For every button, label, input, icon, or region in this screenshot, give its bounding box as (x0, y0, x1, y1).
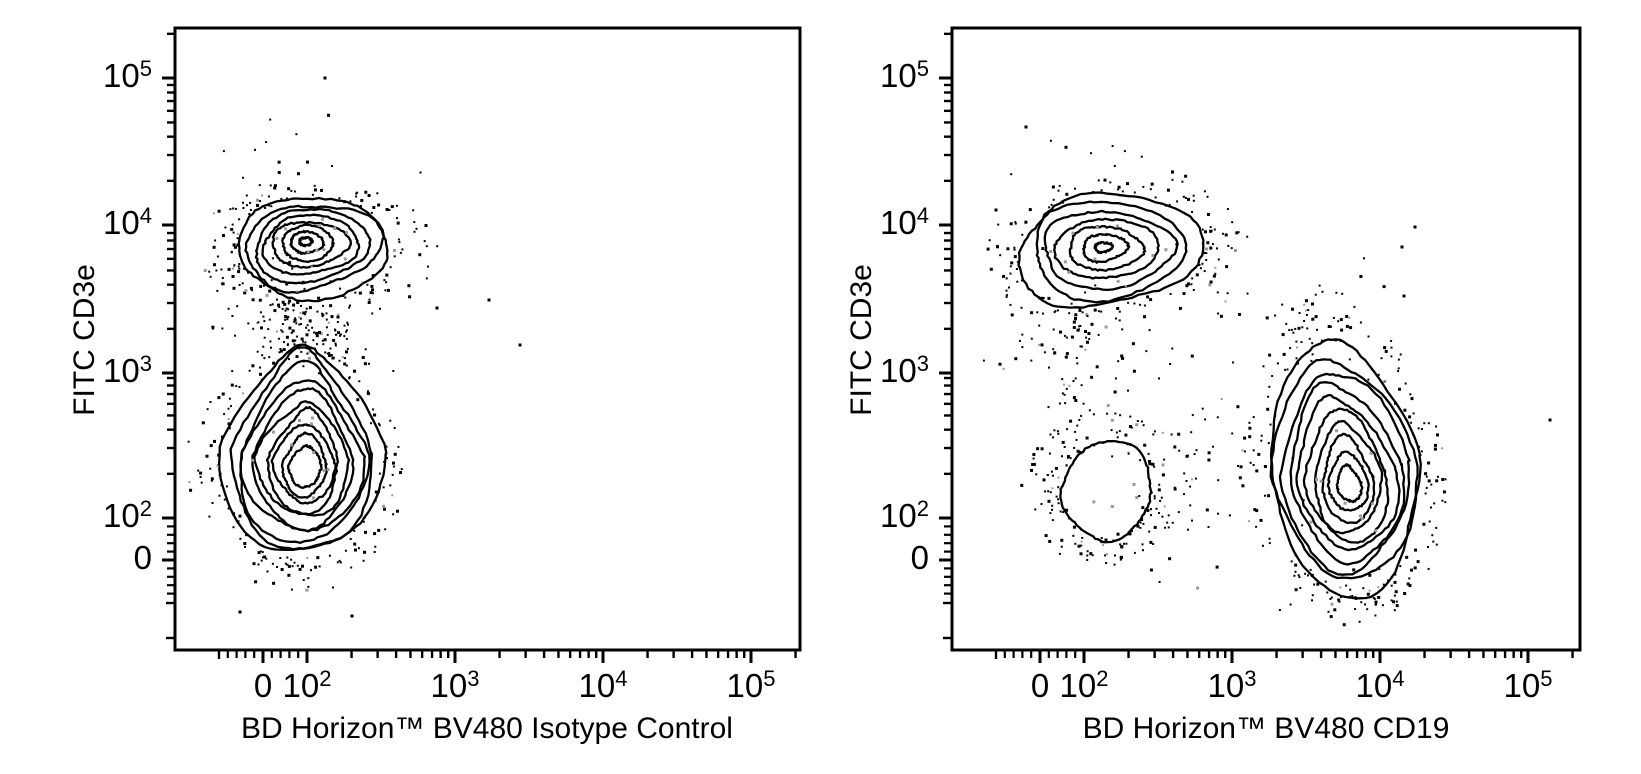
density-contour (1053, 217, 1160, 280)
density-contour (1068, 224, 1147, 272)
density-contour (1289, 381, 1406, 566)
density-contour (270, 423, 337, 505)
density-contour (289, 229, 326, 255)
density-contour (1313, 419, 1384, 535)
plot-panel-right (939, 26, 1582, 663)
density-contour (265, 405, 339, 516)
plot-content-left (187, 76, 522, 618)
density-contour (1035, 200, 1188, 304)
density-contour (1043, 209, 1179, 292)
density-contour (1326, 450, 1370, 512)
density-contour (1269, 338, 1422, 600)
density-contour (1335, 463, 1364, 504)
plot-frame (173, 26, 802, 652)
density-contour (1321, 432, 1376, 525)
density-contour (254, 207, 372, 285)
plot-content-right (982, 125, 1552, 627)
density-contour (1302, 407, 1390, 544)
density-contour (229, 345, 374, 551)
density-contour (261, 213, 361, 276)
density-contour (1059, 439, 1153, 544)
density-contour (286, 444, 323, 489)
density-contour (251, 387, 355, 533)
density-contour (253, 400, 351, 517)
density-contour (298, 235, 314, 248)
density-contour (244, 204, 385, 294)
density-contour (239, 379, 367, 533)
density-contour (1017, 191, 1205, 309)
plot-panel-left (162, 26, 802, 663)
density-contour (1093, 240, 1115, 255)
density-contour (1278, 372, 1411, 576)
density-contour (1269, 358, 1419, 580)
plot-frame (950, 26, 1582, 652)
density-contour (1295, 393, 1401, 552)
density-contour (1082, 232, 1131, 264)
density-contour (280, 431, 328, 499)
density-contour (271, 221, 353, 269)
